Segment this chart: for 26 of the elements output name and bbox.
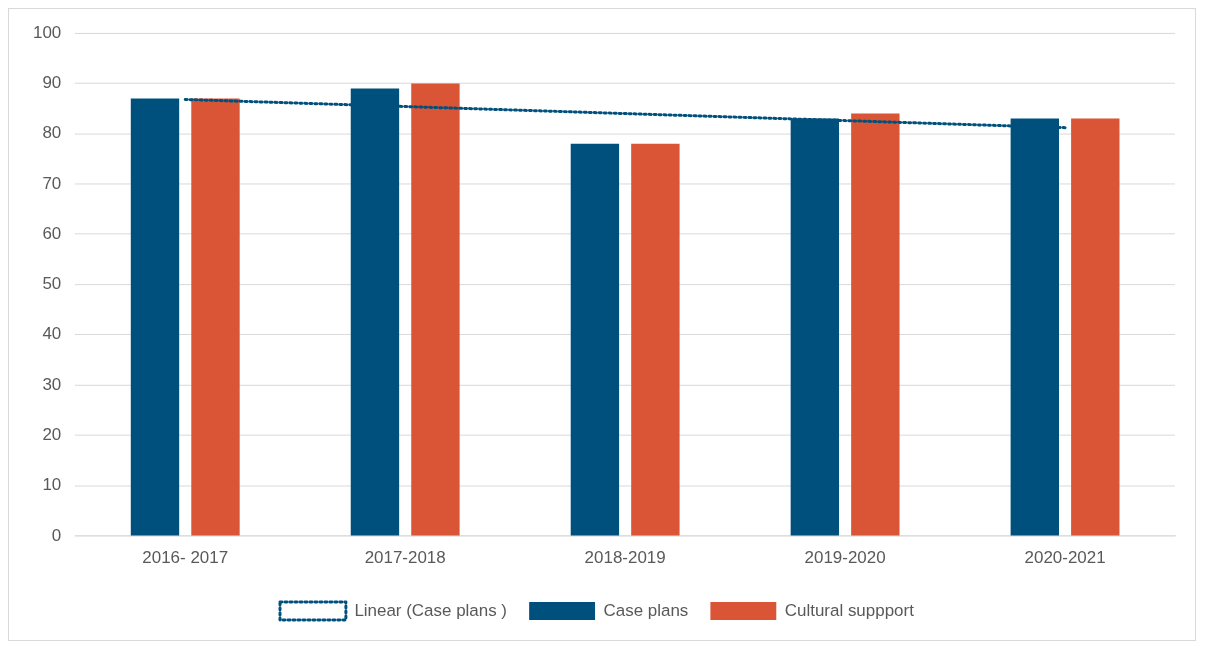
x-tick-label: 2020-2021 (1024, 547, 1106, 567)
y-tick-label: 50 (42, 274, 62, 294)
bar (570, 143, 620, 536)
y-tick-label: 70 (42, 173, 62, 193)
x-tick-label: 2017-2018 (364, 547, 446, 567)
x-tick-label: 2019-2020 (804, 547, 886, 567)
y-tick-label: 30 (42, 374, 62, 394)
y-tick-label: 0 (51, 525, 62, 545)
y-tick-label: 80 (42, 123, 62, 143)
bar (130, 98, 180, 536)
legend-label: Cultural suppport (784, 600, 915, 620)
y-tick-label: 20 (42, 425, 62, 445)
y-tick-label: 40 (42, 324, 62, 344)
y-tick-label: 10 (42, 475, 62, 495)
bar (191, 98, 240, 536)
y-tick-label: 60 (42, 223, 62, 243)
x-tick-label: 2016- 2017 (142, 547, 229, 567)
bar (1071, 118, 1120, 536)
bar (411, 83, 460, 536)
y-tick-label: 100 (32, 22, 62, 42)
legend-label: Case plans (603, 600, 689, 620)
legend-label: Linear (Case plans ) (354, 600, 507, 620)
bar (851, 113, 900, 536)
y-tick-label: 90 (42, 73, 62, 93)
bar (631, 143, 680, 536)
x-tick-label: 2018-2019 (584, 547, 666, 567)
